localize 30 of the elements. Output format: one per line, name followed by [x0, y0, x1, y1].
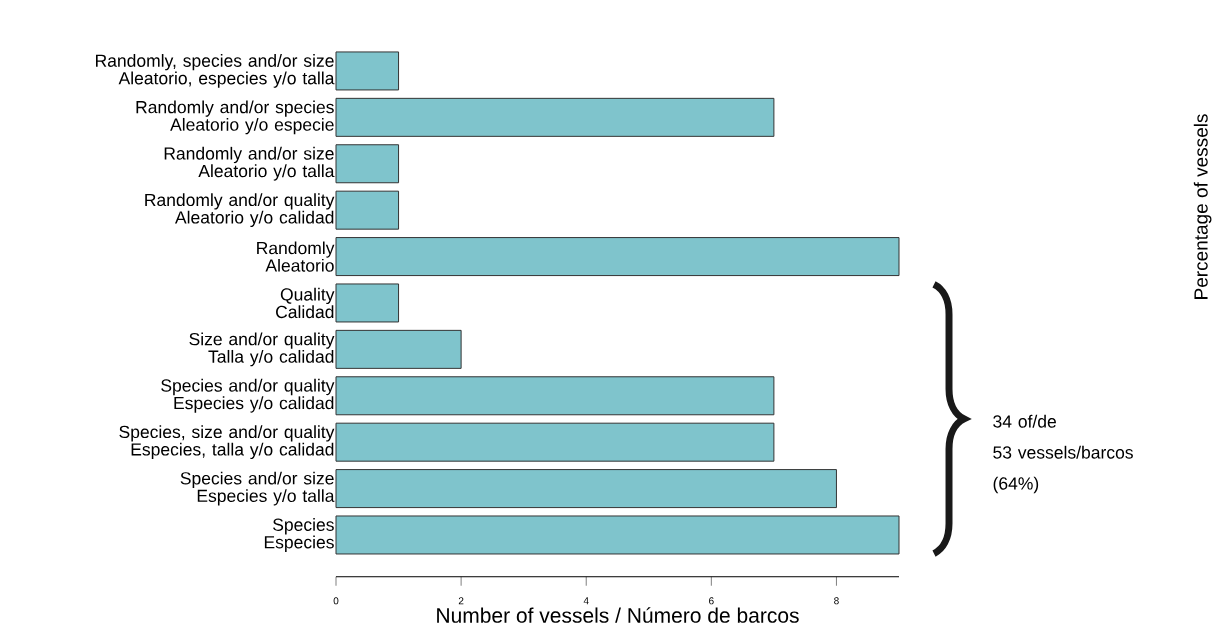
- y-tick-label: Species Especies: [264, 518, 334, 552]
- y-tick-label: Randomly Aleatorio: [257, 241, 335, 272]
- y-tick-label: Quality Calidad: [276, 287, 335, 319]
- y-tick-label: Species and/or size Especies y/o talla: [180, 471, 335, 506]
- text: Percentage of vessels: [1193, 114, 1212, 299]
- x-tick-label: 0: [333, 597, 339, 605]
- x-tick-label: 2: [458, 597, 464, 605]
- text: 34 of/de 53 vessels/barcos (64%): [993, 414, 1133, 494]
- y-tick-label: Randomly and/or size Aleatorio y/o talla: [164, 146, 335, 181]
- y-tick-label: Size and/or quality Talla y/o calidad: [189, 332, 335, 367]
- bar: [335, 376, 775, 416]
- bar: [335, 190, 400, 230]
- bar: [335, 237, 900, 277]
- x-tick-label: 6: [709, 597, 714, 605]
- bar: [335, 144, 400, 184]
- bar: [335, 97, 775, 137]
- y-tick-label: Randomly and/or quality Aleatorio y/o calidad: [145, 193, 335, 228]
- x-tick-label: 8: [834, 597, 839, 605]
- bar: [335, 51, 400, 91]
- bar: [335, 515, 900, 555]
- y-tick-label: Species, size and/or quality Especies, talla y/o calidad: [119, 425, 335, 460]
- y-tick-label: Randomly, species and/or size Aleatorio, especies y/o talla: [96, 54, 335, 88]
- x-axis-title: Number of vessels / Número de barcos: [437, 607, 799, 623]
- bar: [335, 422, 775, 462]
- bar: [335, 469, 837, 509]
- bar: [335, 283, 400, 323]
- y-tick-label: Species and/or quality Especies y/o calidad: [161, 378, 335, 413]
- y-tick-label: Randomly and/or species Aleatorio y/o especie: [136, 100, 334, 135]
- bar: [335, 329, 462, 369]
- x-tick-label: 4: [583, 597, 589, 605]
